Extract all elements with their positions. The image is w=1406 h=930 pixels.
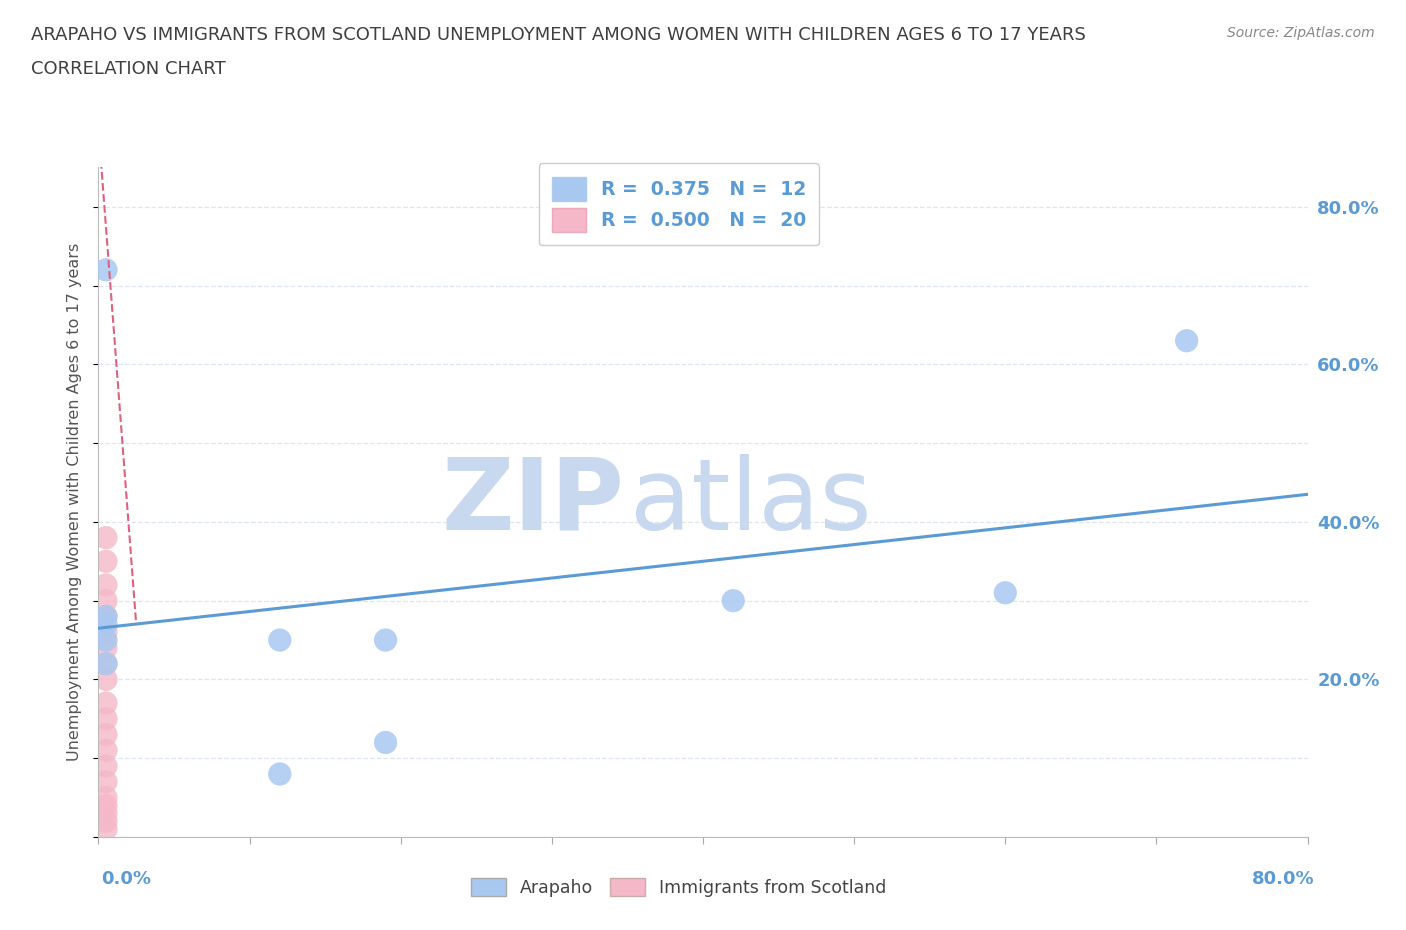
Point <box>94 609 117 624</box>
Point <box>94 822 117 837</box>
Text: 0.0%: 0.0% <box>101 870 152 887</box>
Point <box>94 262 117 277</box>
Point <box>94 657 117 671</box>
Point <box>94 798 117 813</box>
Text: CORRELATION CHART: CORRELATION CHART <box>31 60 226 78</box>
Point <box>94 593 117 608</box>
Point <box>94 696 117 711</box>
Point <box>94 672 117 687</box>
Legend: Arapaho, Immigrants from Scotland: Arapaho, Immigrants from Scotland <box>463 870 896 905</box>
Point <box>374 735 396 750</box>
Text: ZIP: ZIP <box>441 454 624 551</box>
Text: 80.0%: 80.0% <box>1251 870 1315 887</box>
Point <box>269 766 291 781</box>
Point <box>94 775 117 790</box>
Point <box>94 657 117 671</box>
Point <box>94 617 117 631</box>
Point <box>94 806 117 821</box>
Point <box>94 641 117 656</box>
Point <box>723 593 745 608</box>
Point <box>94 743 117 758</box>
Point <box>94 554 117 569</box>
Text: ARAPAHO VS IMMIGRANTS FROM SCOTLAND UNEMPLOYMENT AMONG WOMEN WITH CHILDREN AGES : ARAPAHO VS IMMIGRANTS FROM SCOTLAND UNEM… <box>31 26 1085 44</box>
Point <box>94 814 117 829</box>
Text: atlas: atlas <box>630 454 872 551</box>
Point <box>374 632 396 647</box>
Point <box>269 632 291 647</box>
Point <box>94 578 117 592</box>
Point <box>94 711 117 726</box>
Point <box>94 790 117 805</box>
Point <box>94 759 117 774</box>
Y-axis label: Unemployment Among Women with Children Ages 6 to 17 years: Unemployment Among Women with Children A… <box>67 243 83 762</box>
Point <box>1175 333 1198 348</box>
Point <box>94 727 117 742</box>
Point <box>94 609 117 624</box>
Point <box>94 632 117 647</box>
Text: Source: ZipAtlas.com: Source: ZipAtlas.com <box>1227 26 1375 40</box>
Point <box>94 530 117 545</box>
Point <box>994 585 1017 600</box>
Point <box>94 625 117 640</box>
